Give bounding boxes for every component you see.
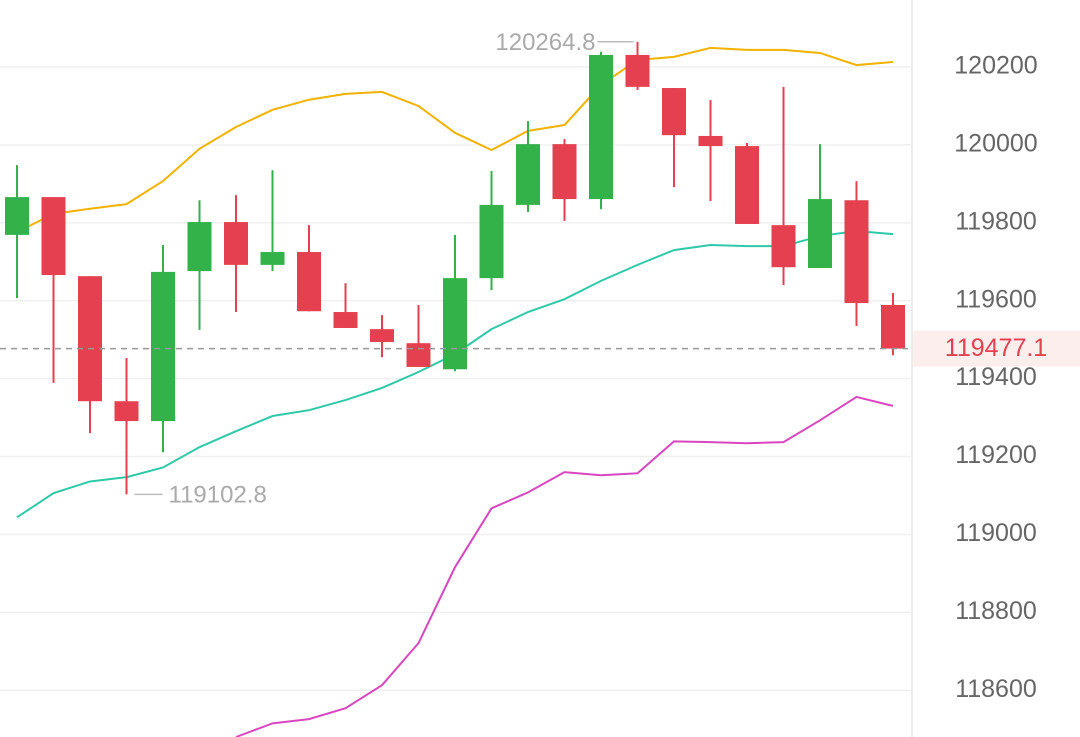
- indicator-line: [235, 395, 894, 737]
- candle-body: [808, 199, 832, 268]
- y-tick-label: 119600: [955, 285, 1037, 313]
- candle-body: [735, 146, 759, 224]
- candle-body: [41, 197, 66, 276]
- y-axis: 118600 118800 119000 119200 119400 119600 1198…: [913, 52, 1080, 703]
- high-label: 120264.8: [495, 29, 595, 56]
- candle-body: [479, 204, 504, 279]
- candle-body: [662, 88, 686, 136]
- candle-body: [260, 252, 285, 265]
- candle-body: [516, 144, 540, 205]
- y-tick-label: 120200: [954, 52, 1037, 80]
- candle-body: [370, 329, 394, 343]
- candle-body: [151, 271, 175, 422]
- candle-body: [78, 276, 102, 402]
- candle-body: [698, 135, 723, 147]
- candle-body: [187, 222, 212, 272]
- price-tag: 119477.1: [945, 334, 1047, 362]
- price-tag-bg: [913, 330, 1080, 367]
- plot-area: 120264.8 119102.8: [0, 29, 912, 737]
- low-label: 119102.8: [169, 482, 267, 509]
- y-tick-label: 119400: [955, 363, 1037, 391]
- candle-body: [406, 343, 431, 367]
- candle-body: [881, 305, 905, 349]
- y-tick-label: 119000: [955, 519, 1037, 547]
- indicator-line: [16, 46, 894, 234]
- candle-body: [114, 401, 139, 422]
- candle-body: [333, 312, 358, 328]
- candle-body: [844, 200, 869, 304]
- candle-body: [297, 252, 321, 312]
- y-tick-label: 118600: [955, 675, 1037, 703]
- y-tick-label: 119800: [955, 207, 1037, 235]
- candle-body: [5, 197, 29, 235]
- y-tick-label: 118800: [955, 597, 1037, 625]
- candle-body: [443, 278, 467, 370]
- candle-body: [224, 222, 248, 265]
- grid: [0, 66, 912, 692]
- y-tick-label: 120000: [954, 130, 1037, 158]
- candle-body: [625, 54, 650, 87]
- candle-body: [552, 144, 577, 200]
- y-tick-label: 119200: [955, 441, 1037, 469]
- candle-body: [771, 225, 796, 268]
- candle-body: [589, 54, 613, 200]
